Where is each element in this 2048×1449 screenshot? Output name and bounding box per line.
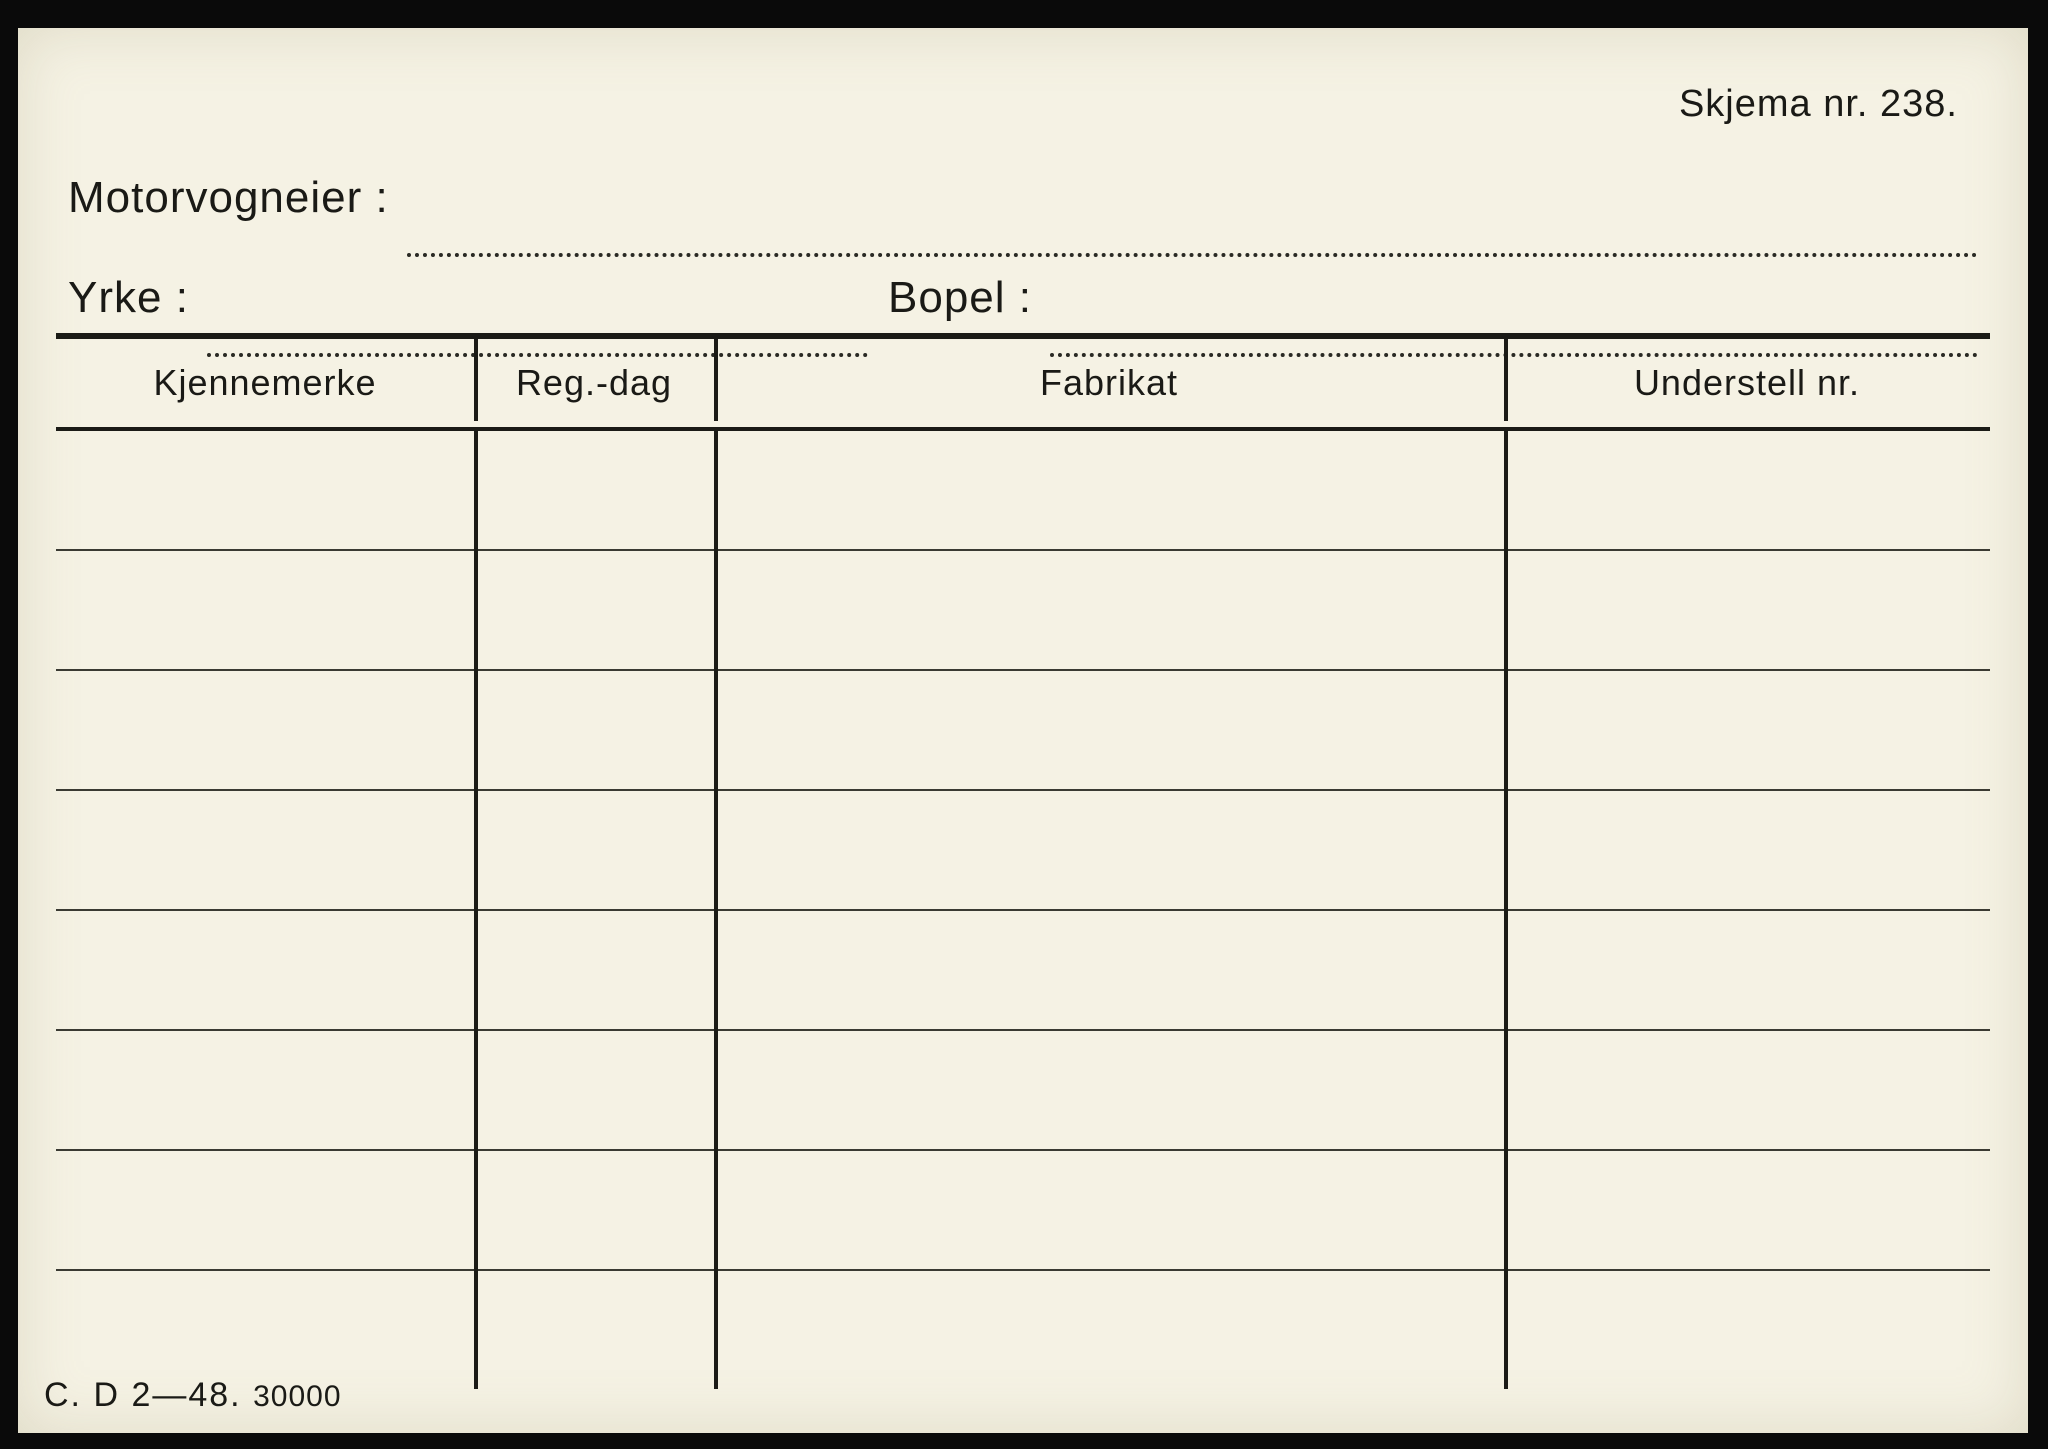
- column-divider-2-head: [714, 333, 718, 421]
- table-row: [56, 671, 1990, 789]
- table-row: [56, 1151, 1990, 1269]
- table-cell: [714, 1151, 1504, 1269]
- table-cell: [474, 911, 714, 1029]
- table-row: [56, 911, 1990, 1029]
- table-cell: [56, 911, 474, 1029]
- column-divider-1-head: [474, 333, 478, 421]
- table-cell: [714, 911, 1504, 1029]
- footer-code: C. D 2—48.: [44, 1376, 242, 1414]
- form-number: Skjema nr. 238.: [1679, 83, 1958, 126]
- table-cell: [714, 671, 1504, 789]
- table-cell: [56, 431, 474, 549]
- table-cell: [1504, 431, 1990, 549]
- table-cell: [474, 431, 714, 549]
- table-cell: [474, 1151, 714, 1269]
- column-divider-1: [474, 431, 478, 1389]
- table-cell: [474, 791, 714, 909]
- table-cell: [474, 1271, 714, 1389]
- form-card: Skjema nr. 238. Motorvogneier : Yrke : B…: [18, 28, 2028, 1433]
- table-cell: [714, 1031, 1504, 1149]
- table-cell: [56, 791, 474, 909]
- table-cell: [1504, 1271, 1990, 1389]
- table-cell: [714, 431, 1504, 549]
- field-owner: Motorvogneier :: [68, 173, 1978, 223]
- table-cell: [474, 671, 714, 789]
- column-divider-2: [714, 431, 718, 1389]
- column-divider-3: [1504, 431, 1508, 1389]
- col-header-kjennemerke: Kjennemerke: [56, 339, 474, 427]
- table-cell: [1504, 1151, 1990, 1269]
- table-cell: [1504, 911, 1990, 1029]
- table-row: [56, 791, 1990, 909]
- table-cell: [56, 1031, 474, 1149]
- residence-label: Bopel :: [888, 273, 1032, 323]
- table-cell: [1504, 671, 1990, 789]
- col-header-regdag: Reg.-dag: [474, 339, 714, 427]
- table-body: [56, 431, 1990, 1389]
- col-header-understell: Understell nr.: [1504, 339, 1990, 427]
- table-cell: [714, 791, 1504, 909]
- field-occupation: Yrke :: [68, 273, 868, 323]
- col-header-fabrikat: Fabrikat: [714, 339, 1504, 427]
- table-row: [56, 1271, 1990, 1389]
- table-cell: [714, 551, 1504, 669]
- table-cell: [56, 671, 474, 789]
- table-row: [56, 431, 1990, 549]
- table-cell: [1504, 1031, 1990, 1149]
- table-header-row: Kjennemerke Reg.-dag Fabrikat Understell…: [56, 339, 1990, 427]
- table-cell: [56, 1151, 474, 1269]
- table-cell: [1504, 791, 1990, 909]
- table-row: [56, 1031, 1990, 1149]
- owner-fill-line: [407, 253, 1978, 257]
- field-residence: Bopel :: [888, 273, 1978, 323]
- table-cell: [56, 1271, 474, 1389]
- footer-qty: 30000: [253, 1380, 341, 1413]
- table-cell: [714, 1271, 1504, 1389]
- vehicle-table: Kjennemerke Reg.-dag Fabrikat Understell…: [56, 333, 1990, 1433]
- table-cell: [56, 551, 474, 669]
- owner-label: Motorvogneier :: [68, 173, 389, 223]
- table-row: [56, 551, 1990, 669]
- table-cell: [474, 1031, 714, 1149]
- column-divider-3-head: [1504, 333, 1508, 421]
- table-cell: [1504, 551, 1990, 669]
- occupation-label: Yrke :: [68, 273, 189, 323]
- form-footer: C. D 2—48. 30000: [44, 1376, 342, 1415]
- table-cell: [474, 551, 714, 669]
